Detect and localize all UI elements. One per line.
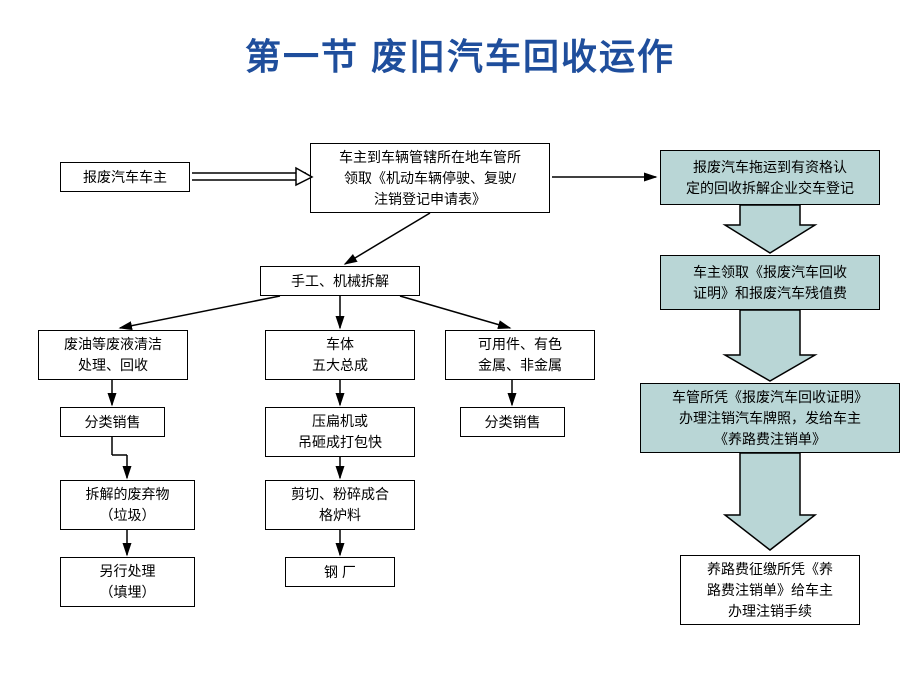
node-waste: 拆解的废弃物（垃圾） [60,480,195,530]
node-sale2: 分类销售 [460,407,565,437]
node-oil: 废油等废液清洁处理、回收 [38,330,188,380]
node-owner: 报废汽车车主 [60,162,190,192]
node-steel: 钢 厂 [285,557,395,587]
node-dismantle: 手工、机械拆解 [260,266,420,296]
node-parts: 可用件、有色金属、非金属 [445,330,595,380]
node-sale1: 分类销售 [60,407,165,437]
big-arrow-1 [725,205,815,253]
node-cancel: 车管所凭《报废汽车回收证明》办理注销汽车牌照，发给车主《养路费注销单》 [640,383,900,453]
node-press: 压扁机或吊砸成打包快 [265,407,415,457]
node-roadfee: 养路费征缴所凭《养路费注销单》给车主办理注销手续 [680,555,860,625]
node-deliver: 报废汽车拖运到有资格认定的回收拆解企业交车登记 [660,150,880,205]
page-title: 第一节 废旧汽车回收运作 [0,28,920,80]
big-arrow-2 [725,310,815,381]
node-receipt: 车主领取《报废汽车回收证明》和报废汽车残值费 [660,255,880,310]
node-apply: 车主到车辆管辖所在地车管所领取《机动车辆停驶、复驶/注销登记申请表》 [310,143,550,213]
node-body: 车体五大总成 [265,330,415,380]
node-bury: 另行处理（填埋） [60,557,195,607]
big-arrow-3 [725,453,815,550]
node-shred: 剪切、粉碎成合格炉料 [265,480,415,530]
